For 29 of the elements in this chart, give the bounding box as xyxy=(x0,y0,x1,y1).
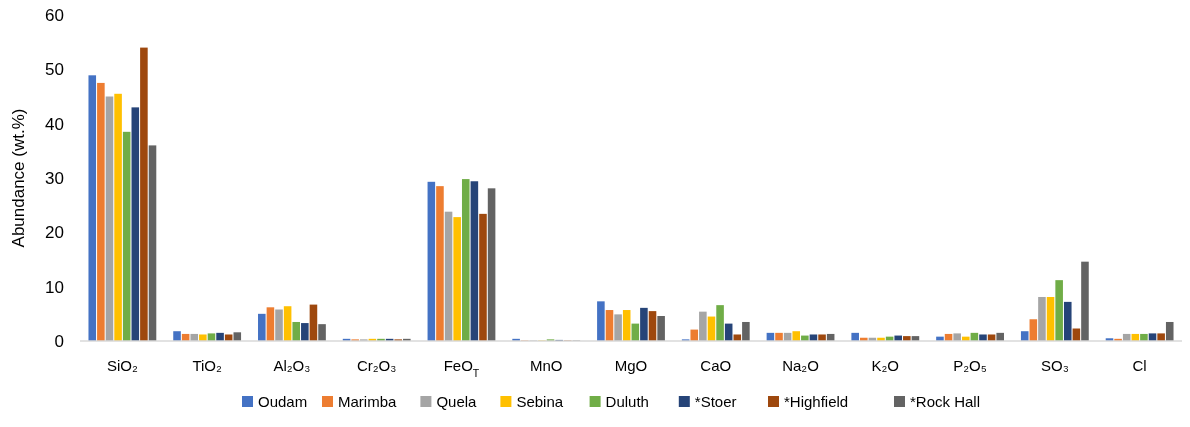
x-tick-label: K₂O xyxy=(871,357,900,374)
x-tick-label: FeO$_{T}$ xyxy=(443,357,480,379)
legend-label: Duluth xyxy=(605,393,649,411)
y-tick-label: 60 xyxy=(45,5,64,25)
x-tick-label: SO₃ xyxy=(1040,357,1069,374)
y-tick-label: 40 xyxy=(45,114,64,134)
x-tick-label: Na₂O xyxy=(782,357,819,374)
legend-label: Marimba xyxy=(338,393,397,411)
x-tick-label: Al₂O₃ xyxy=(273,357,311,374)
x-tick-label: MgO xyxy=(614,357,648,374)
y-tick-label: 10 xyxy=(45,277,64,297)
y-tick-label: 50 xyxy=(45,60,64,80)
x-tick-label: Cl xyxy=(1132,357,1147,374)
y-tick-label: 0 xyxy=(54,331,64,351)
y-axis-title: Abundance (wt.%) xyxy=(9,108,28,248)
legend-label: Quela xyxy=(436,393,478,411)
legend-label: *Highfield xyxy=(784,393,849,411)
x-tick-label: Cr₂O₃ xyxy=(356,357,397,374)
legend-label: *Stoer xyxy=(694,393,737,411)
y-tick-label: 20 xyxy=(45,223,64,243)
legend-label: Sebina xyxy=(516,393,564,411)
x-tick-label: TiO₂ xyxy=(192,357,223,374)
legend-label: Oudam xyxy=(258,393,308,411)
x-tick-label: SiO₂ xyxy=(106,357,138,374)
y-tick-label: 30 xyxy=(45,168,64,188)
x-tick-label: P₂O₅ xyxy=(953,357,987,374)
x-tick-label: MnO xyxy=(529,357,563,374)
x-tick-label: CaO xyxy=(700,357,732,374)
legend-label: *Rock Hall xyxy=(910,393,981,411)
